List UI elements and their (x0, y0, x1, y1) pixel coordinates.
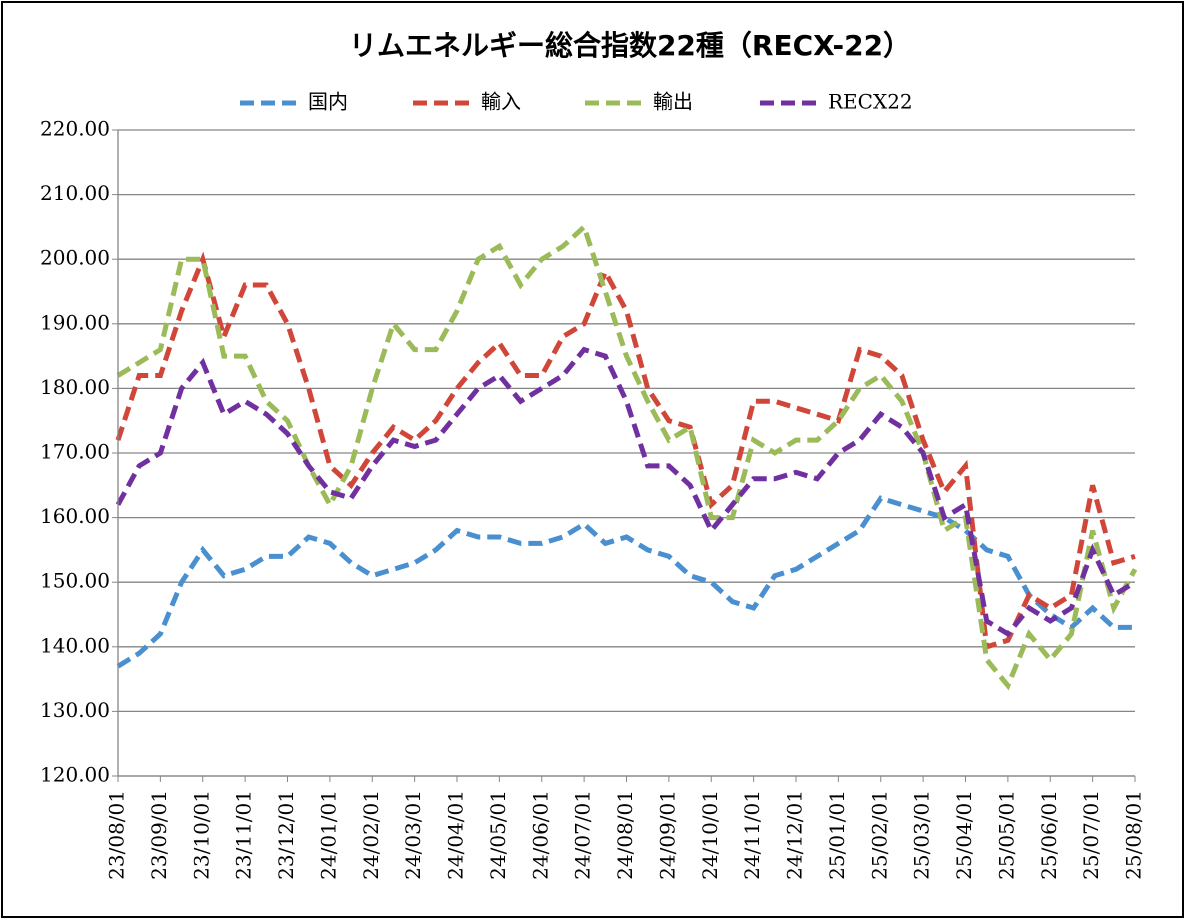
x-tick-label: 24/04/01 (444, 790, 468, 880)
x-tick-label: 23/12/01 (274, 790, 298, 880)
x-tick-label: 24/10/01 (698, 790, 722, 880)
x-tick-label: 24/01/01 (316, 790, 340, 880)
x-tick-label: 25/05/01 (994, 790, 1018, 880)
grid (118, 129, 1135, 777)
y-tick-label: 200.00 (40, 246, 110, 270)
x-tick-label: 25/03/01 (910, 790, 934, 880)
y-tick-label: 130.00 (40, 698, 110, 722)
x-tick-label: 24/11/01 (740, 790, 764, 880)
y-tick-label: 220.00 (40, 117, 110, 141)
y-tick-label: 190.00 (40, 310, 110, 334)
legend-label: 国内 (308, 90, 348, 114)
x-tick-label: 25/06/01 (1037, 790, 1061, 880)
x-tick-label: 24/05/01 (486, 790, 510, 880)
x-tick-label: 24/12/01 (783, 790, 807, 880)
x-tick-label: 23/08/01 (105, 790, 129, 880)
x-tick-label: 24/06/01 (528, 790, 552, 880)
x-tick-label: 24/02/01 (359, 790, 383, 880)
y-tick-label: 140.00 (40, 633, 110, 657)
x-tick-label: 25/07/01 (1079, 790, 1103, 880)
legend-label: 輸入 (481, 90, 521, 114)
legend-label: 輸出 (653, 90, 693, 114)
x-tick-label: 25/08/01 (1122, 790, 1146, 880)
x-tick-label: 25/04/01 (952, 790, 976, 880)
x-tick-label: 23/09/01 (147, 790, 171, 880)
legend-label: RECX22 (828, 90, 913, 114)
y-tick-label: 170.00 (40, 440, 110, 464)
y-tick-label: 150.00 (40, 569, 110, 593)
x-tick-label: 25/01/01 (825, 790, 849, 880)
axes: 120.00 130.00 140.00 150.00 160.00 170.00 180.… (40, 117, 1145, 880)
x-tick-label: 24/09/01 (655, 790, 679, 880)
x-tick-label: 24/07/01 (571, 790, 595, 880)
y-tick-label: 180.00 (40, 375, 110, 399)
x-tick-label: 24/08/01 (613, 790, 637, 880)
series-line (116, 495, 1135, 669)
series-line (115, 346, 1137, 638)
y-tick-label: 210.00 (40, 181, 110, 205)
y-tick-label: 160.00 (40, 504, 110, 528)
x-tick-label: 23/10/01 (189, 790, 213, 880)
x-tick-label: 23/11/01 (232, 790, 256, 880)
x-tick-label: 25/02/01 (867, 790, 891, 880)
x-tick-label: 24/03/01 (401, 790, 425, 880)
y-tick-label: 120.00 (40, 763, 110, 787)
series-line (115, 251, 1136, 651)
chart-title: リムエネルギー総合指数22種（RECX-22） (349, 29, 911, 62)
plot-lines (115, 222, 1138, 691)
